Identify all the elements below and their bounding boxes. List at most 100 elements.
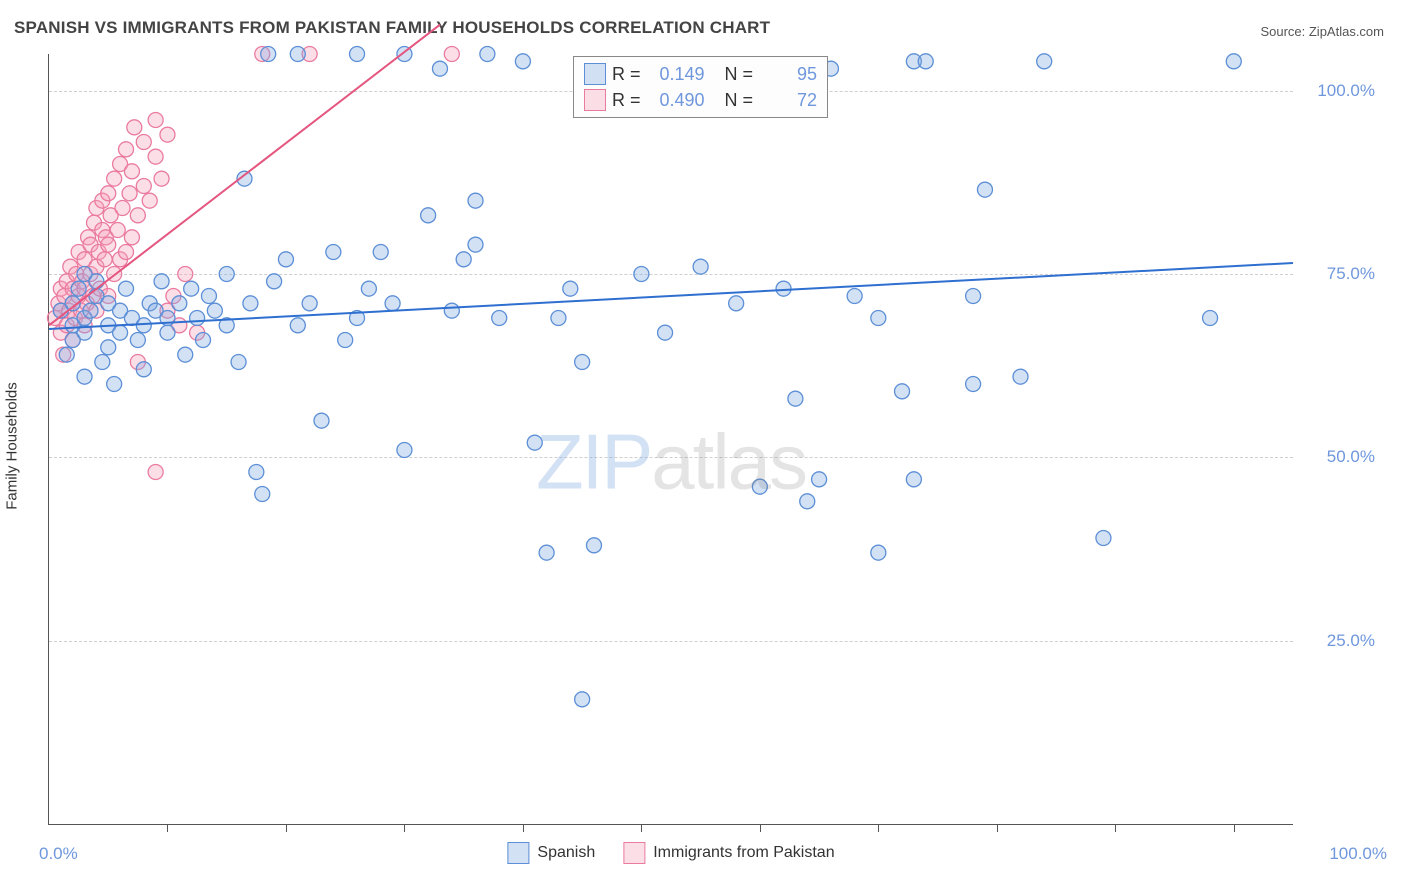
data-point-spanish [966, 377, 981, 392]
data-point-pakistan [154, 171, 169, 186]
data-point-pakistan [148, 113, 163, 128]
legend-swatch-pakistan [584, 89, 606, 111]
data-point-pakistan [178, 267, 193, 282]
data-point-spanish [95, 355, 110, 370]
data-point-spanish [456, 252, 471, 267]
data-point-spanish [468, 237, 483, 252]
data-point-spanish [89, 274, 104, 289]
data-point-spanish [432, 61, 447, 76]
data-point-spanish [83, 303, 98, 318]
scatter-svg [49, 54, 1293, 824]
data-point-spanish [101, 340, 116, 355]
data-point-spanish [290, 318, 305, 333]
data-point-spanish [871, 311, 886, 326]
data-point-spanish [776, 281, 791, 296]
data-point-spanish [906, 472, 921, 487]
data-point-spanish [966, 289, 981, 304]
legend-N-label: N = [725, 90, 754, 111]
data-point-spanish [136, 318, 151, 333]
data-point-spanish [314, 413, 329, 428]
y-axis-title: Family Households [4, 382, 21, 510]
data-point-spanish [326, 245, 341, 260]
data-point-spanish [136, 362, 151, 377]
data-point-pakistan [119, 142, 134, 157]
source-attribution: Source: ZipAtlas.com [1260, 24, 1384, 39]
y-tick-label: 25.0% [1311, 631, 1375, 651]
data-point-spanish [1096, 531, 1111, 546]
legend-row-spanish: R =0.149N =95 [584, 61, 817, 87]
data-point-spanish [918, 54, 933, 69]
data-point-spanish [444, 303, 459, 318]
legend-swatch-pakistan [623, 842, 645, 864]
data-point-spanish [421, 208, 436, 223]
data-point-spanish [267, 274, 282, 289]
data-point-spanish [190, 311, 205, 326]
data-point-spanish [107, 377, 122, 392]
data-point-spanish [895, 384, 910, 399]
legend-swatch-spanish [507, 842, 529, 864]
data-point-spanish [373, 245, 388, 260]
data-point-pakistan [101, 237, 116, 252]
data-point-spanish [290, 47, 305, 62]
plot-area: ZIPatlas 25.0%50.0%75.0%100.0% 0.0% 100.… [48, 54, 1293, 825]
data-point-pakistan [115, 201, 130, 216]
data-point-spanish [575, 692, 590, 707]
data-point-spanish [551, 311, 566, 326]
data-point-spanish [977, 182, 992, 197]
data-point-spanish [539, 545, 554, 560]
data-point-spanish [77, 369, 92, 384]
data-point-spanish [243, 296, 258, 311]
data-point-spanish [871, 545, 886, 560]
chart-title: SPANISH VS IMMIGRANTS FROM PAKISTAN FAMI… [14, 18, 770, 38]
chart-container: SPANISH VS IMMIGRANTS FROM PAKISTAN FAMI… [0, 0, 1406, 892]
data-point-spanish [172, 296, 187, 311]
data-point-pakistan [122, 186, 137, 201]
data-point-pakistan [97, 252, 112, 267]
data-point-spanish [575, 355, 590, 370]
data-point-spanish [563, 281, 578, 296]
data-point-spanish [196, 333, 211, 348]
legend-label-spanish: Spanish [537, 844, 595, 862]
data-point-pakistan [107, 171, 122, 186]
data-point-spanish [658, 325, 673, 340]
legend-R-value: 0.490 [647, 90, 705, 111]
data-point-spanish [207, 303, 222, 318]
trend-line-spanish [49, 263, 1293, 329]
data-point-pakistan [136, 179, 151, 194]
data-point-spanish [278, 252, 293, 267]
legend-swatch-spanish [584, 63, 606, 85]
data-point-spanish [255, 487, 270, 502]
data-point-spanish [515, 54, 530, 69]
data-point-pakistan [119, 245, 134, 260]
source-prefix: Source: [1260, 24, 1308, 39]
legend-R-label: R = [612, 64, 641, 85]
y-tick-label: 100.0% [1311, 81, 1375, 101]
data-point-spanish [350, 47, 365, 62]
data-point-spanish [492, 311, 507, 326]
data-point-pakistan [148, 149, 163, 164]
data-point-spanish [154, 274, 169, 289]
data-point-spanish [160, 325, 175, 340]
data-point-pakistan [130, 208, 145, 223]
data-point-spanish [1226, 54, 1241, 69]
data-point-spanish [338, 333, 353, 348]
data-point-spanish [1013, 369, 1028, 384]
data-point-spanish [800, 494, 815, 509]
data-point-spanish [527, 435, 542, 450]
correlation-legend: R =0.149N =95R =0.490N =72 [573, 56, 828, 118]
data-point-spanish [178, 347, 193, 362]
data-point-spanish [812, 472, 827, 487]
data-point-spanish [59, 347, 74, 362]
data-point-pakistan [124, 164, 139, 179]
legend-N-value: 95 [759, 64, 817, 85]
data-point-spanish [586, 538, 601, 553]
data-point-pakistan [101, 186, 116, 201]
data-point-spanish [184, 281, 199, 296]
legend-item-spanish: Spanish [507, 842, 595, 864]
legend-R-label: R = [612, 90, 641, 111]
x-axis-label-max: 100.0% [1329, 844, 1387, 864]
data-point-spanish [468, 193, 483, 208]
data-point-spanish [261, 47, 276, 62]
data-point-spanish [847, 289, 862, 304]
data-point-spanish [231, 355, 246, 370]
